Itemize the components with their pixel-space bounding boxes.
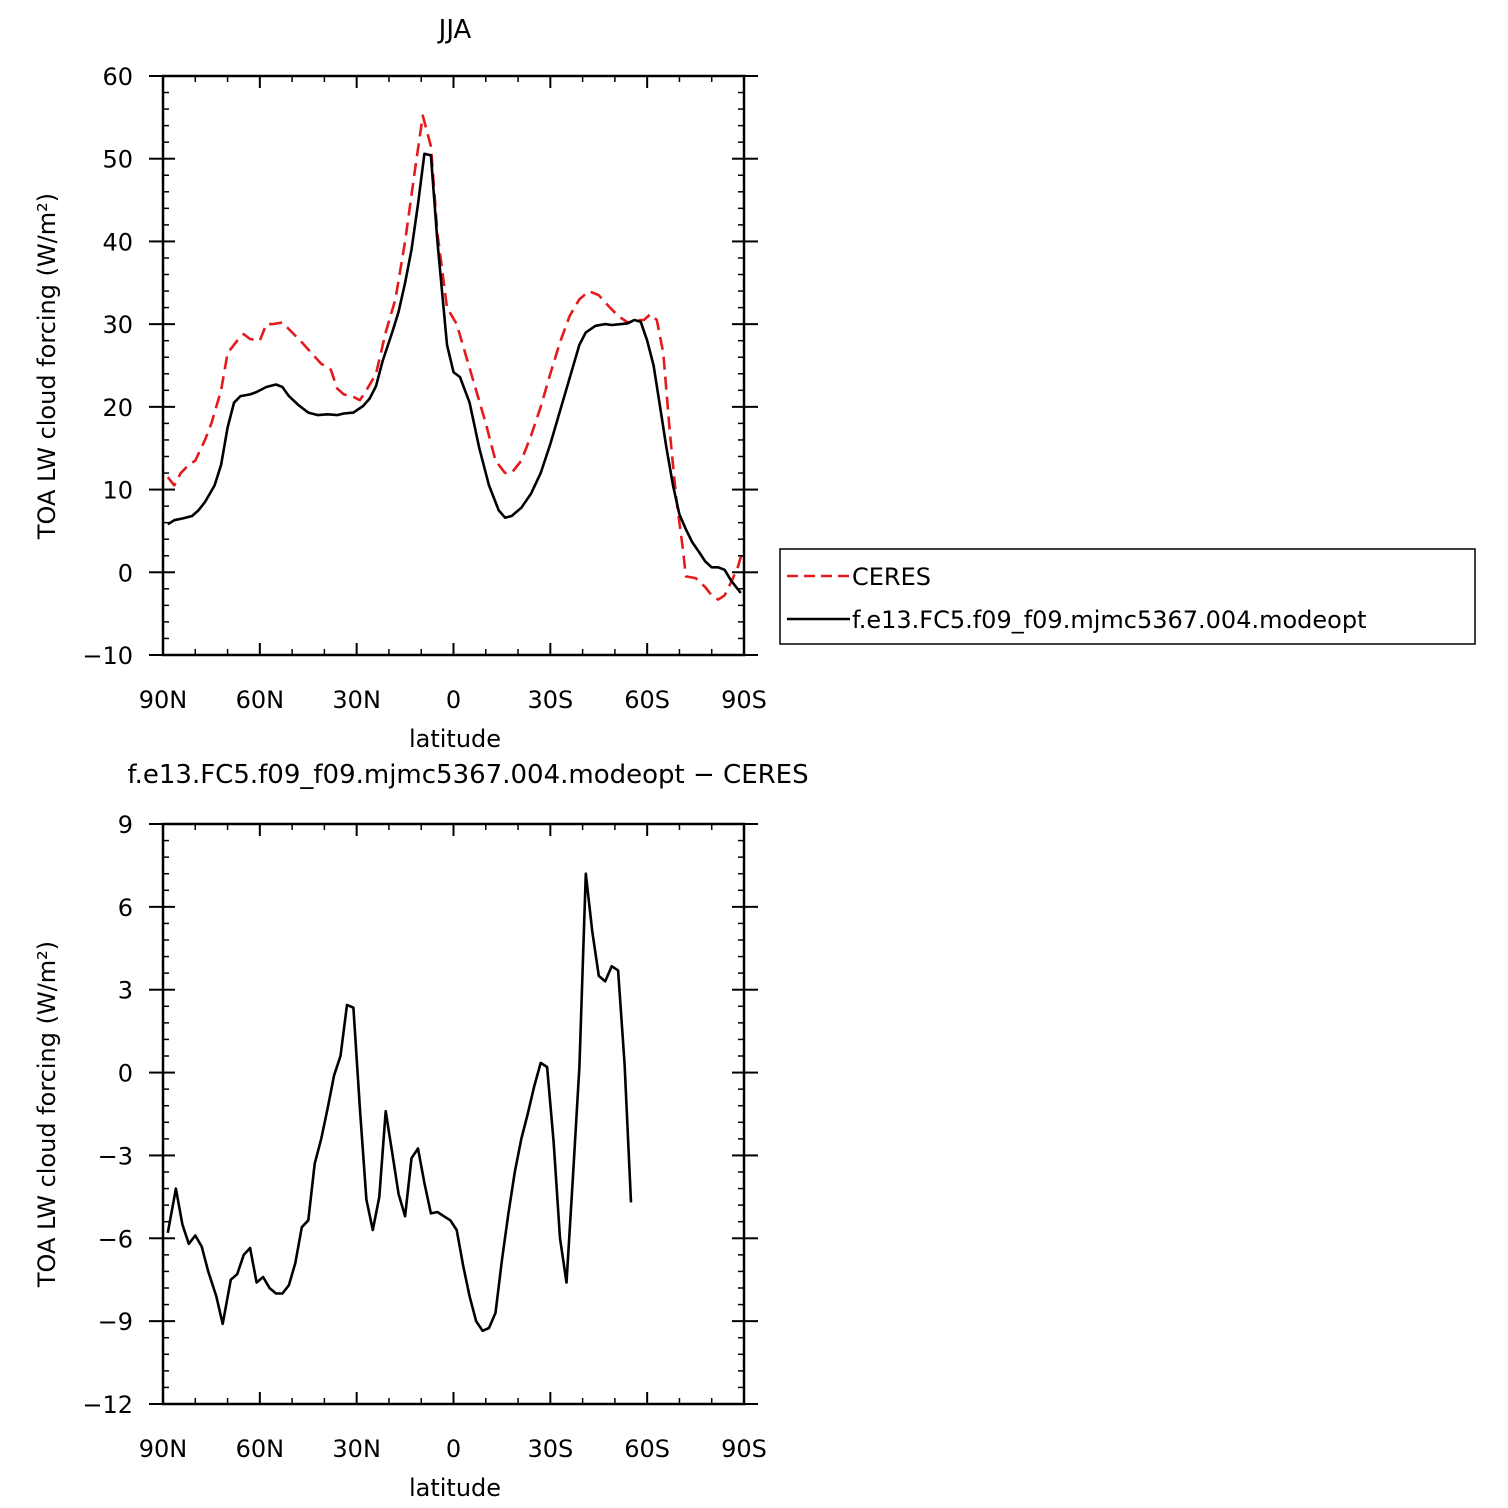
x-tick-label: 30N xyxy=(332,1435,381,1463)
y-tick-label: −10 xyxy=(82,642,133,670)
x-tick-label: 90S xyxy=(721,1435,767,1463)
bottom-plot-frame xyxy=(161,822,746,1406)
y-tick-label: 50 xyxy=(102,146,133,174)
y-tick-label: 0 xyxy=(118,559,133,587)
y-tick-label: 3 xyxy=(118,977,133,1005)
x-tick-label: 0 xyxy=(446,686,461,714)
difference-line xyxy=(166,872,633,1333)
y-tick-label: −3 xyxy=(98,1142,133,1170)
x-tick-label: 90N xyxy=(139,686,188,714)
top-x-axis-label: latitude xyxy=(409,725,501,753)
top-plot-frame xyxy=(161,74,746,657)
y-tick-label: 30 xyxy=(102,311,133,339)
bottom-panel: f.e13.FC5.f09_f09.mjmc5367.004.modeopt −… xyxy=(33,760,809,1502)
x-tick-label: 90S xyxy=(721,686,767,714)
x-tick-label: 90N xyxy=(139,1435,188,1463)
y-tick-label: −9 xyxy=(98,1308,133,1336)
legend-label-model: f.e13.FC5.f09_f09.mjmc5367.004.modeopt xyxy=(852,606,1367,634)
y-tick-label: 40 xyxy=(102,228,133,256)
ceres-line xyxy=(166,114,744,601)
top-chart-title: JJA xyxy=(437,15,472,45)
legend-box xyxy=(779,548,1476,645)
x-tick-label: 0 xyxy=(446,1435,461,1463)
y-tick-label: −6 xyxy=(98,1225,133,1253)
x-tick-label: 60N xyxy=(236,1435,285,1463)
legend: CERES f.e13.FC5.f09_f09.mjmc5367.004.mod… xyxy=(779,548,1476,645)
bottom-chart-title: f.e13.FC5.f09_f09.mjmc5367.004.modeopt −… xyxy=(127,760,808,790)
legend-label-ceres: CERES xyxy=(852,563,931,591)
x-tick-label: 30S xyxy=(527,686,573,714)
y-tick-label: 9 xyxy=(118,811,133,839)
y-tick-label: 60 xyxy=(102,63,133,91)
bottom-x-axis-label: latitude xyxy=(409,1474,501,1502)
x-tick-label: 60S xyxy=(624,686,670,714)
y-tick-label: 6 xyxy=(118,894,133,922)
model-line xyxy=(167,152,742,594)
x-tick-label: 60S xyxy=(624,1435,670,1463)
y-tick-label: 20 xyxy=(102,394,133,422)
x-tick-label: 60N xyxy=(236,686,285,714)
y-tick-label: −12 xyxy=(82,1391,133,1419)
y-tick-label: 10 xyxy=(102,477,133,505)
top-y-axis-label: TOA LW cloud forcing (W/m²) xyxy=(33,193,61,540)
top-panel: JJA 90N 60N 30N 0 30S 60S 90S6050403020100−10 … xyxy=(33,15,767,753)
y-tick-label: 0 xyxy=(118,1060,133,1088)
bottom-y-axis-label: TOA LW cloud forcing (W/m²) xyxy=(33,941,61,1288)
x-tick-label: 30S xyxy=(527,1435,573,1463)
x-tick-label: 30N xyxy=(332,686,381,714)
